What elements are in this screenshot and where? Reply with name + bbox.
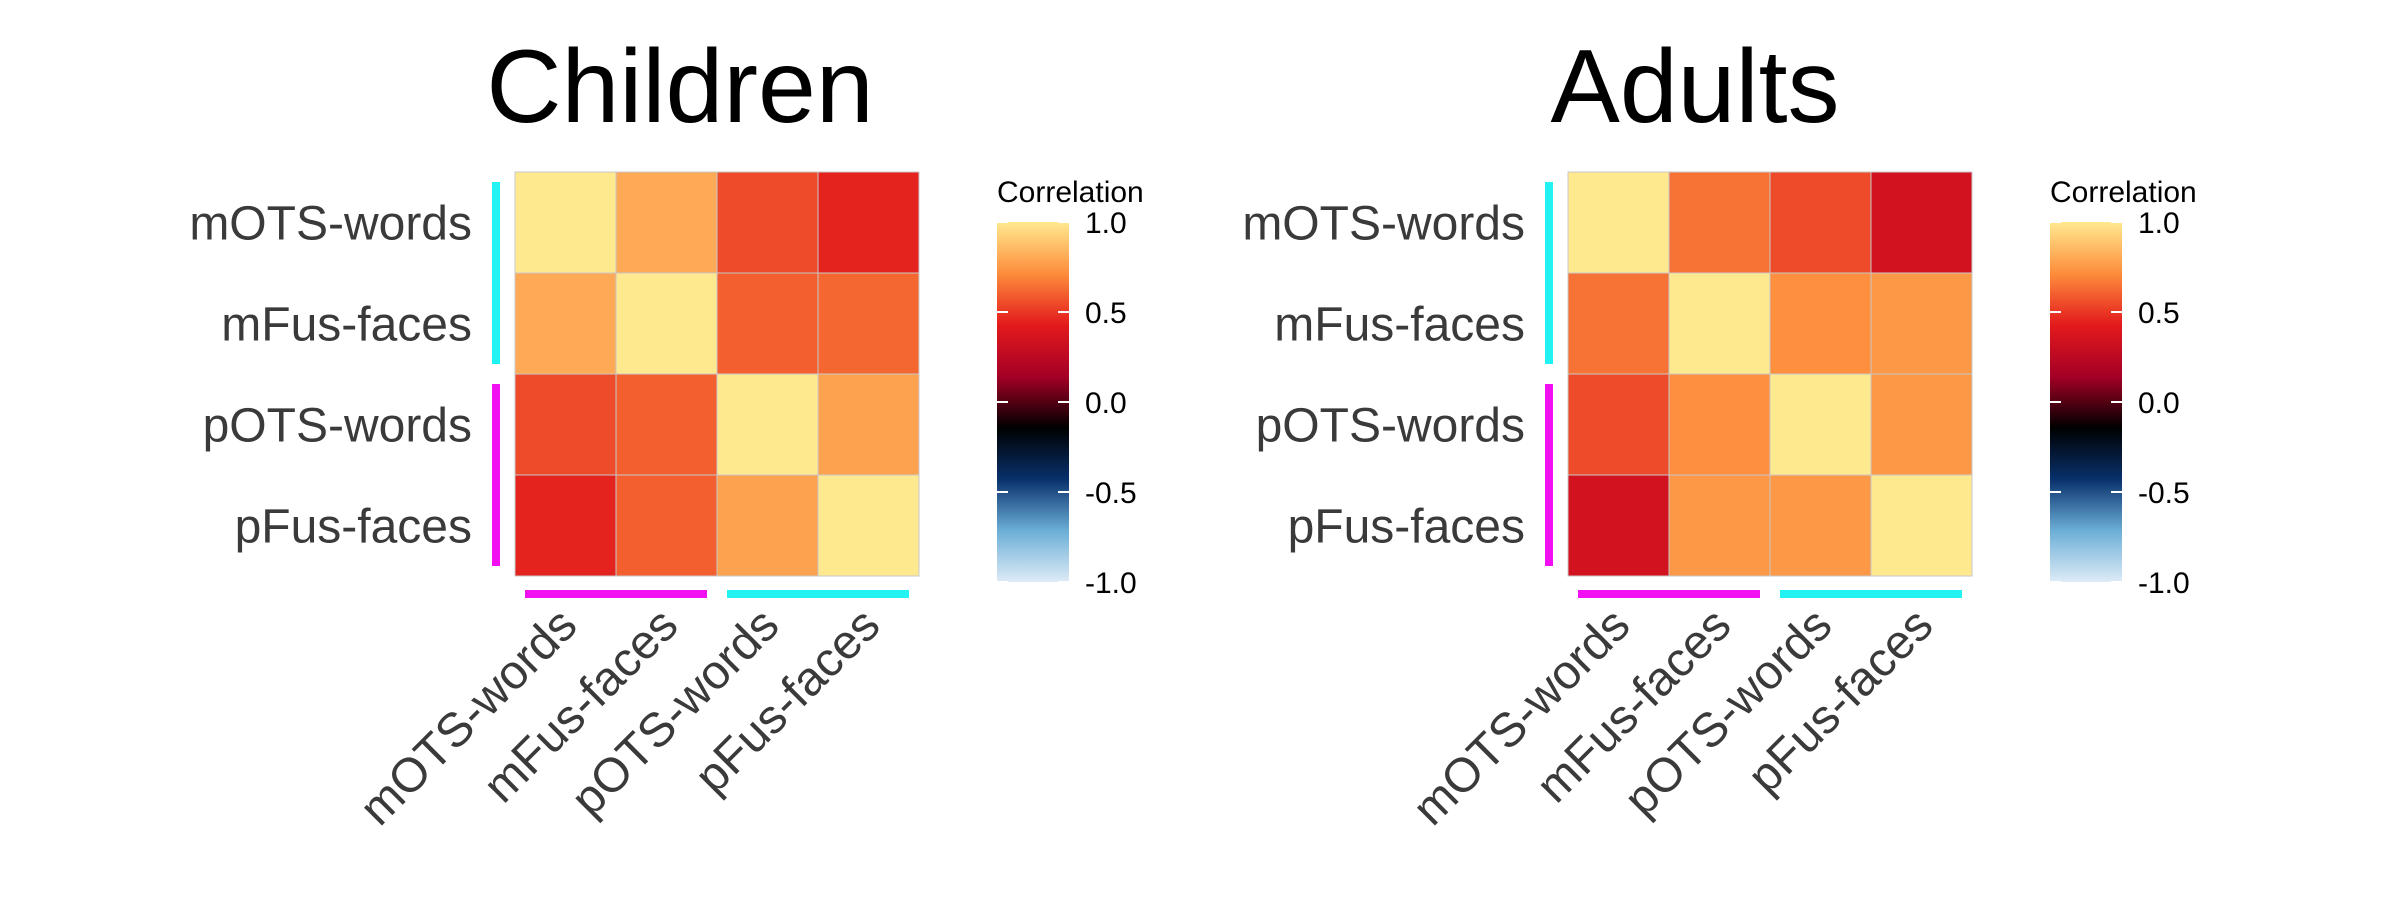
- row-label: pOTS-words: [203, 400, 472, 453]
- colorbar-tick-label: 1.0: [2138, 207, 2180, 240]
- row-group-bar: [1545, 384, 1553, 566]
- heatmap-cell-r0-c3: [817, 171, 920, 274]
- heatmap-cell-r3-c1: [1668, 474, 1771, 577]
- heatmap-border: [514, 171, 920, 577]
- heatmap-cell-r0-c2: [1769, 171, 1872, 274]
- heatmap-cell-r2-c3: [1870, 373, 1973, 476]
- heatmap-cell-r3-c1: [615, 474, 718, 577]
- heatmap-cell-r1-c2: [1769, 272, 1872, 375]
- heatmap-cell-r1-c1: [1668, 272, 1771, 375]
- column-group-bar: [727, 590, 909, 598]
- colorbar-tick-label: 0.0: [1085, 387, 1127, 420]
- panel-title: Adults: [1550, 29, 1839, 145]
- row-label: mFus-faces: [1274, 299, 1525, 352]
- heatmap-cell-r2-c2: [716, 373, 819, 476]
- colorbar: [997, 222, 1069, 582]
- heatmap-cell-r1-c0: [1567, 272, 1670, 375]
- heatmap-cell-r3-c2: [716, 474, 819, 577]
- colorbar-tick-label: 1.0: [1085, 207, 1127, 240]
- colorbar-tick-label: 0.5: [2138, 297, 2180, 330]
- column-group-bar: [525, 590, 707, 598]
- column-group-bar: [1578, 590, 1760, 598]
- heatmap-cell-r3-c2: [1769, 474, 1872, 577]
- row-label: mFus-faces: [221, 299, 472, 352]
- heatmap-cell-r2-c3: [817, 373, 920, 476]
- row-label: pFus-faces: [235, 501, 472, 554]
- heatmap-cell-r0-c0: [1567, 171, 1670, 274]
- heatmap-cell-r3-c0: [514, 474, 617, 577]
- heatmap-cell-r2-c0: [514, 373, 617, 476]
- row-group-bar: [492, 384, 500, 566]
- heatmap-cell-r1-c3: [817, 272, 920, 375]
- heatmap-border: [1567, 171, 1973, 577]
- heatmap-cell-r0-c1: [615, 171, 718, 274]
- heatmap-panel-children: Children mOTS-words mFus-faces pOTS-words pF…: [189, 29, 1143, 836]
- column-group-bar: [1780, 590, 1962, 598]
- row-label: mOTS-words: [189, 198, 472, 251]
- colorbar-tick-label: 0.0: [2138, 387, 2180, 420]
- heatmap-cell-r1-c1: [615, 272, 718, 375]
- colorbar-title: Correlation: [2050, 176, 2197, 209]
- row-group-bar: [492, 182, 500, 364]
- heatmap-cell-r0-c1: [1668, 171, 1771, 274]
- row-label: pOTS-words: [1256, 400, 1525, 453]
- heatmap-cell-r0-c0: [514, 171, 617, 274]
- colorbar-tick-label: -0.5: [2138, 477, 2190, 510]
- heatmap-panel-adults: Adults mOTS-words mFus-faces pOTS-words pFus…: [1242, 29, 2196, 836]
- heatmap-cell-r3-c3: [1870, 474, 1973, 577]
- colorbar: [2050, 222, 2122, 582]
- colorbar-tick-label: -1.0: [1085, 567, 1137, 600]
- row-group-bar: [1545, 182, 1553, 364]
- heatmap-cell-r2-c1: [615, 373, 718, 476]
- heatmap-cell-r1-c0: [514, 272, 617, 375]
- heatmap-cell-r0-c3: [1870, 171, 1973, 274]
- heatmap-cell-r0-c2: [716, 171, 819, 274]
- colorbar-tick-label: 0.5: [1085, 297, 1127, 330]
- heatmap-cell-r2-c1: [1668, 373, 1771, 476]
- colorbar-tick-label: -0.5: [1085, 477, 1137, 510]
- heatmap-cell-r2-c2: [1769, 373, 1872, 476]
- row-label: pFus-faces: [1288, 501, 1525, 554]
- heatmap-cell-r2-c0: [1567, 373, 1670, 476]
- row-label: mOTS-words: [1242, 198, 1525, 251]
- heatmap-cell-r3-c0: [1567, 474, 1670, 577]
- heatmap-cell-r1-c3: [1870, 272, 1973, 375]
- colorbar-title: Correlation: [997, 176, 1144, 209]
- colorbar-tick-label: -1.0: [2138, 567, 2190, 600]
- heatmap-cell-r1-c2: [716, 272, 819, 375]
- heatmap-cell-r3-c3: [817, 474, 920, 577]
- panel-title: Children: [486, 29, 873, 145]
